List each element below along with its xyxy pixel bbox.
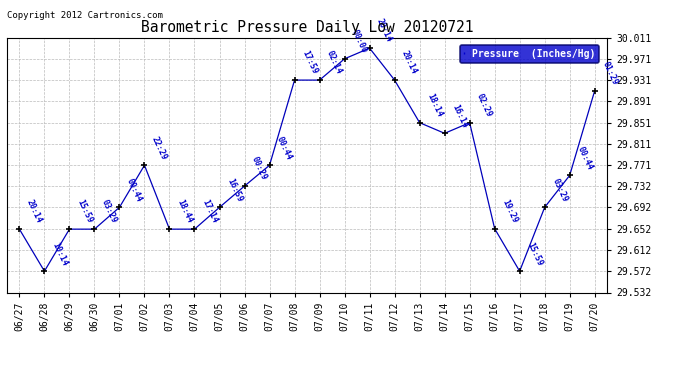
Title: Barometric Pressure Daily Low 20120721: Barometric Pressure Daily Low 20120721 — [141, 20, 473, 35]
Text: 17:14: 17:14 — [200, 198, 219, 225]
Text: 00:44: 00:44 — [275, 135, 294, 161]
Text: 15:59: 15:59 — [75, 198, 94, 225]
Text: 10:14: 10:14 — [50, 241, 69, 267]
Text: 22:29: 22:29 — [150, 135, 169, 161]
Text: 19:29: 19:29 — [500, 198, 519, 225]
Text: 17:59: 17:59 — [300, 50, 319, 76]
Text: 00:29: 00:29 — [250, 155, 269, 182]
Legend: Pressure  (Inches/Hg): Pressure (Inches/Hg) — [460, 45, 600, 63]
Text: 02:29: 02:29 — [475, 92, 494, 118]
Text: 00:00: 00:00 — [350, 28, 369, 55]
Text: 01:29: 01:29 — [600, 60, 619, 87]
Text: 20:14: 20:14 — [25, 198, 43, 225]
Text: 16:14: 16:14 — [450, 103, 469, 129]
Text: Copyright 2012 Cartronics.com: Copyright 2012 Cartronics.com — [7, 11, 163, 20]
Text: 15:59: 15:59 — [525, 241, 544, 267]
Text: 18:44: 18:44 — [175, 198, 194, 225]
Text: 03:29: 03:29 — [550, 177, 569, 203]
Text: 00:44: 00:44 — [575, 145, 594, 171]
Text: 02:14: 02:14 — [325, 50, 344, 76]
Text: 20:14: 20:14 — [375, 18, 394, 44]
Text: 20:14: 20:14 — [400, 50, 419, 76]
Text: 18:14: 18:14 — [425, 92, 444, 118]
Text: 03:29: 03:29 — [100, 198, 119, 225]
Text: 00:44: 00:44 — [125, 177, 144, 203]
Text: 16:59: 16:59 — [225, 177, 244, 203]
